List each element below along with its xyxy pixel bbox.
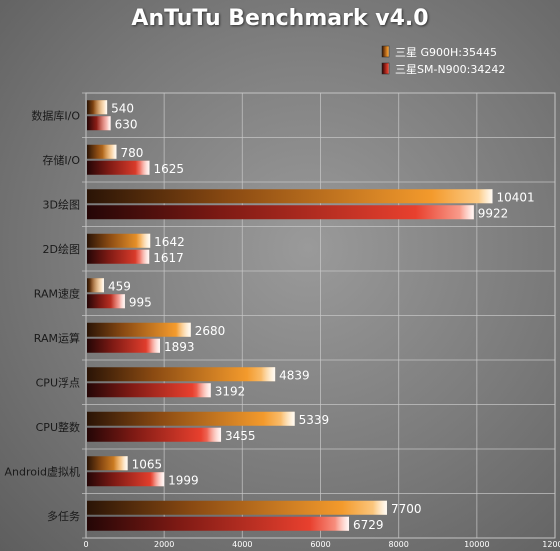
legend-swatch [381,62,390,75]
legend-entry: 三星 G900H:35445 [395,46,497,59]
bar-n900 [87,338,160,353]
bar-tip-highlight [102,144,117,159]
data-label: 1625 [154,162,185,176]
category-label: RAM速度 [34,286,80,300]
data-label: 1617 [153,251,184,265]
category-label: 3D绘图 [43,197,80,211]
category-label: 多任务 [47,509,80,523]
data-label: 3192 [215,384,246,398]
category-label: 存储I/O [42,153,80,167]
x-tick-label: 4000 [232,540,252,549]
bar-n900 [87,249,150,264]
legend-swatch [381,45,390,58]
x-tick-label: 0 [83,540,88,549]
category-label: 数据库I/O [31,108,80,122]
bar-tip-highlight [334,516,349,531]
data-label: 1065 [132,457,163,471]
bar-tip-highlight [93,100,108,115]
bar-tip-highlight [176,322,191,337]
data-label: 780 [120,146,143,160]
data-label: 6729 [353,518,384,532]
bar-tip-highlight [113,456,128,471]
legend: 三星 G900H:35445 三星SM-N900:34242 [381,45,505,76]
bar-tip-highlight [261,367,276,382]
data-label: 459 [108,279,131,293]
data-label: 630 [115,117,138,131]
x-tick-label: 2000 [154,540,174,549]
bar-n900 [87,383,211,398]
bar-tip-highlight [478,189,493,204]
bar-tip-highlight [89,278,104,293]
data-label: 1642 [154,235,185,249]
bar-g900h [87,233,151,248]
x-tick-label: 12000 [542,540,560,549]
bar-tip-highlight [135,160,150,175]
data-label: 995 [129,295,152,309]
bar-tip-highlight [280,411,295,426]
bar-tip-highlight [459,205,474,220]
bar-g900h [87,500,387,515]
bar-tip-highlight [110,294,125,309]
chart-title: AnTuTu Benchmark v4.0 [131,6,429,31]
category-label: 2D绘图 [43,242,80,256]
data-label: 10401 [497,190,535,204]
bar-tip-highlight [207,427,222,442]
x-axis-ticks: 0 2000 4000 6000 8000 10000 12000 [83,540,560,549]
data-label: 3455 [225,429,256,443]
data-label: 4839 [279,368,310,382]
bar-tip-highlight [135,249,150,264]
category-label: CPU整数 [36,420,80,434]
bar-tip-highlight [145,338,160,353]
data-label: 1893 [164,340,195,354]
category-label: RAM运算 [34,331,80,345]
bar-tip-highlight [96,116,111,131]
data-label: 2680 [195,324,226,338]
bar-g900h [87,322,191,337]
category-label: Android虚拟机 [4,464,80,478]
x-tick-label: 6000 [310,540,330,549]
legend-entry: 三星SM-N900:34242 [395,63,505,76]
data-label: 9922 [478,206,509,220]
bars: 540 630 780 1625 10401 9922 1642 1617 459 995 2680… [87,100,535,532]
bar-n900 [87,160,150,175]
bar-g900h [87,189,493,204]
x-tick-label: 8000 [388,540,408,549]
grid-layer [82,92,556,539]
category-labels: 数据库I/O 存储I/O 3D绘图 2D绘图 RAM速度 RAM运算 CPU浮点 CPU整数 A… [4,108,80,523]
x-tick-label: 10000 [464,540,489,549]
bar-n900 [87,472,165,487]
data-label: 540 [111,101,134,115]
bar-tip-highlight [150,472,165,487]
bar-n900 [87,205,474,220]
bar-n900 [87,427,222,442]
data-label: 1999 [168,473,199,487]
bar-n900 [87,516,349,531]
bar-tip-highlight [196,383,211,398]
bar-tip-highlight [372,500,387,515]
category-label: CPU浮点 [36,376,80,389]
data-label: 5339 [299,413,330,427]
data-label: 7700 [391,502,422,516]
bar-tip-highlight [136,233,151,248]
bar-g900h [87,411,295,426]
bar-g900h [87,367,276,382]
